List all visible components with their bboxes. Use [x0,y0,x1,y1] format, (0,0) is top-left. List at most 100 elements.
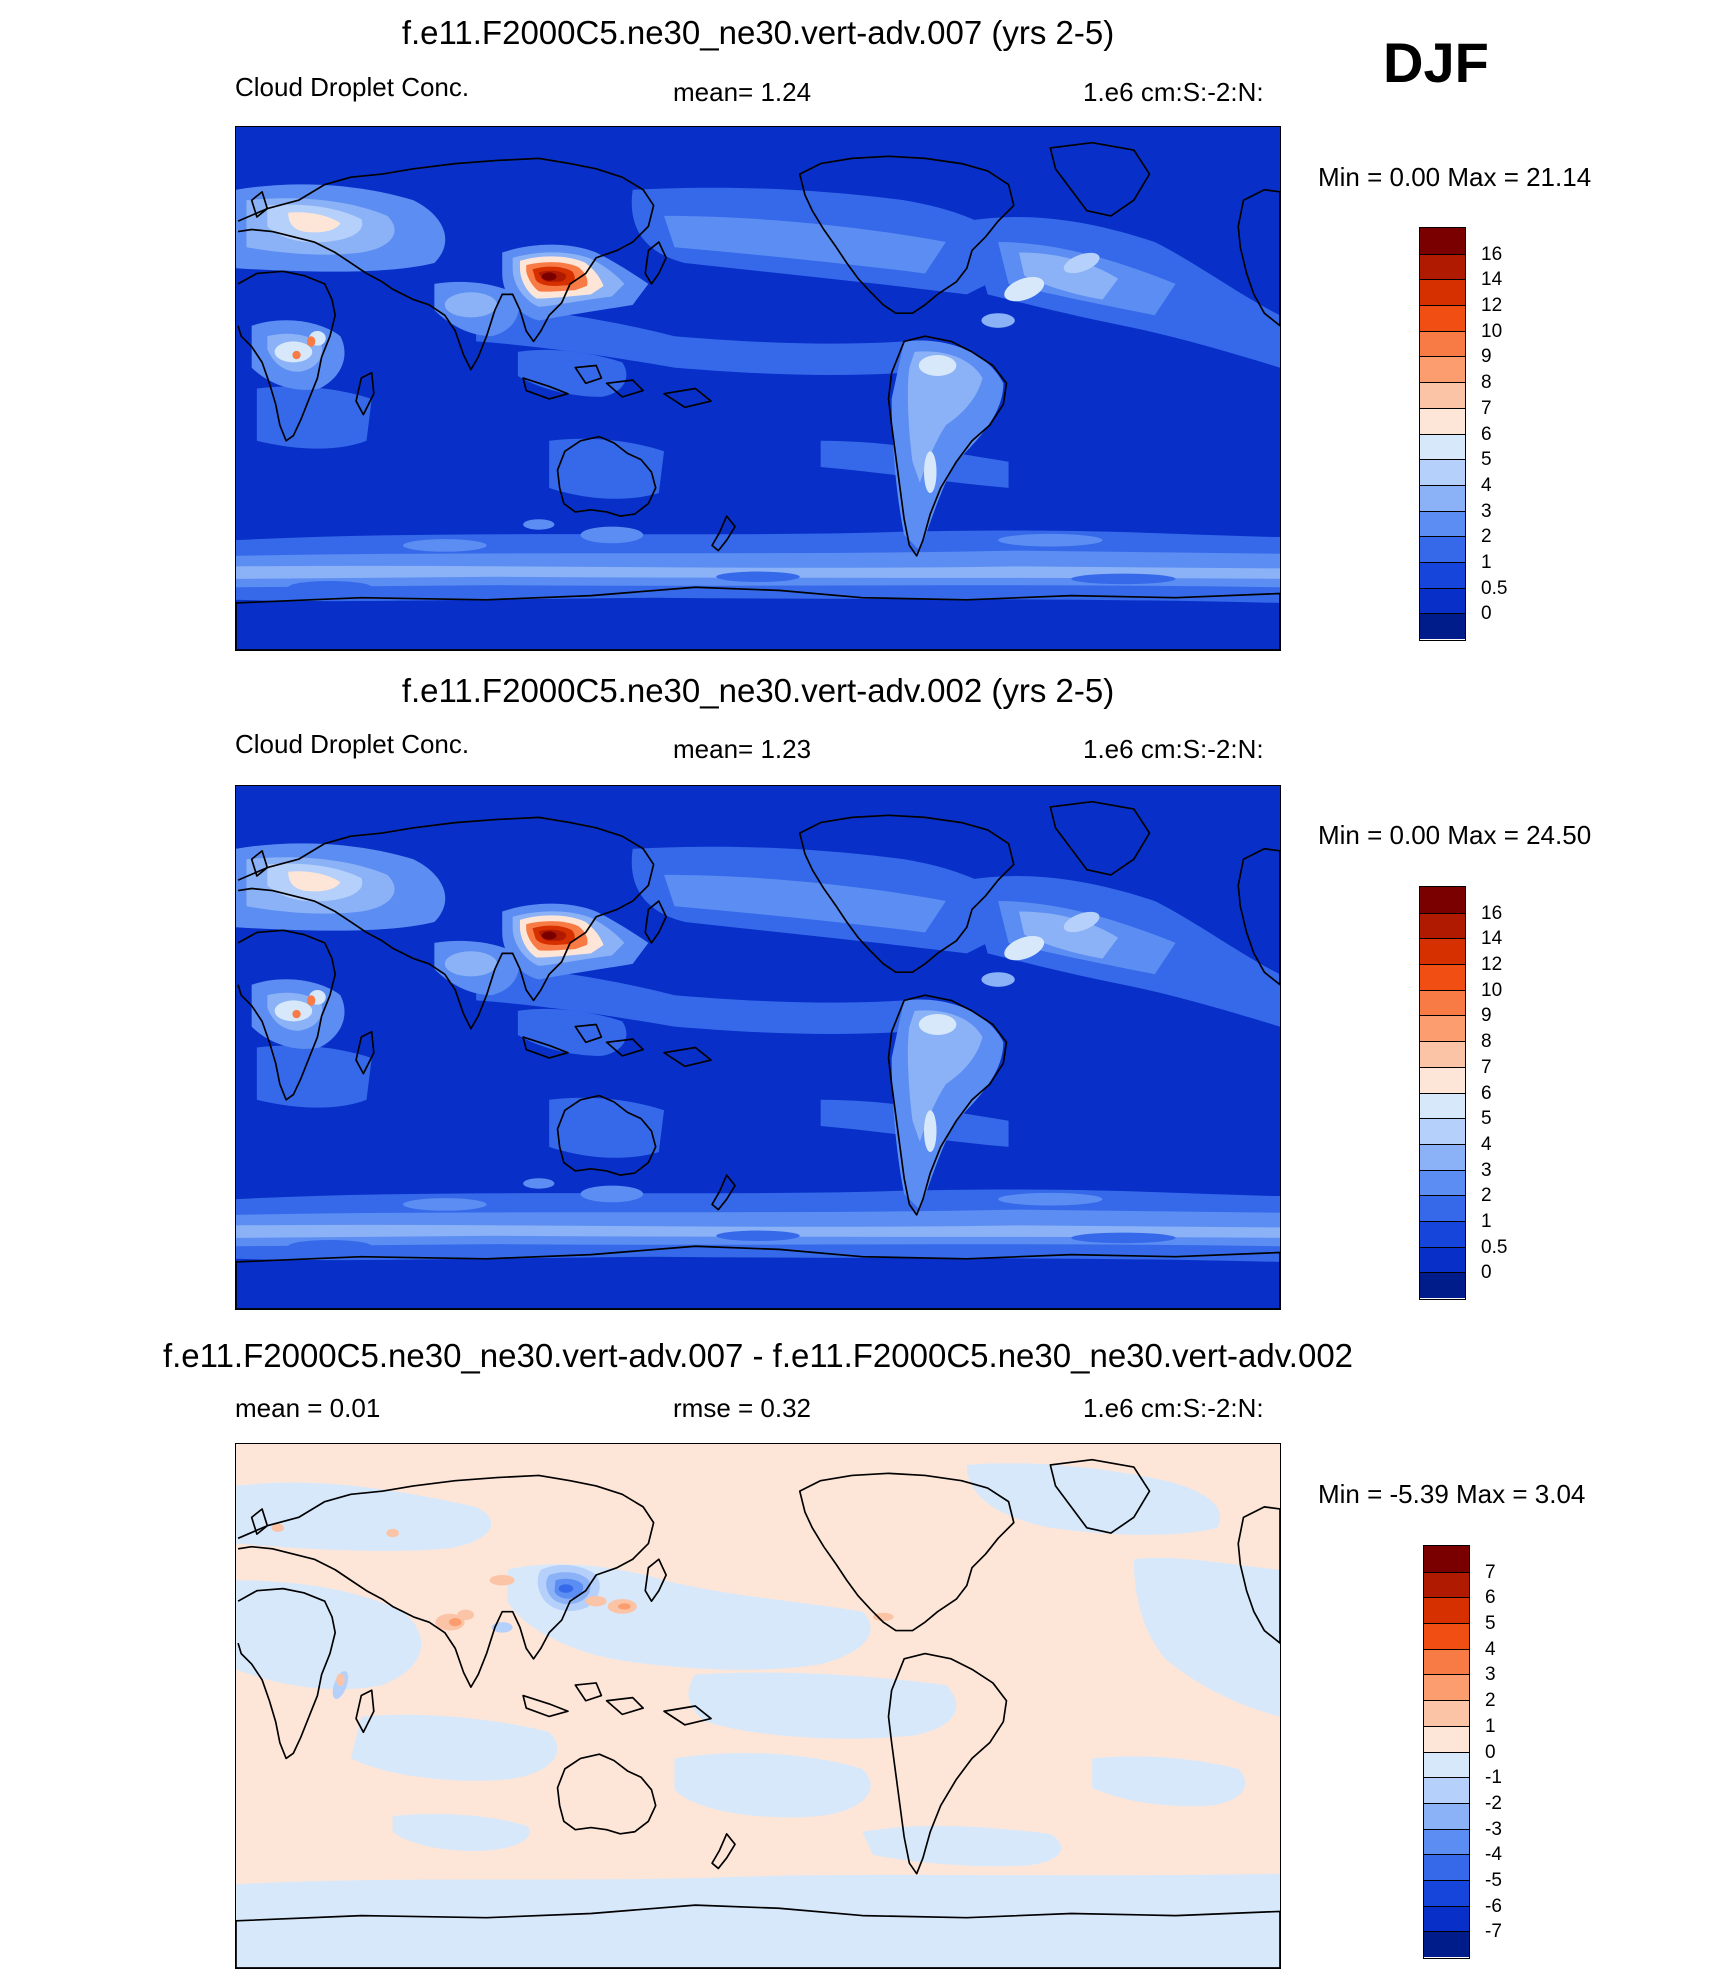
colorbar-swatch [1424,1905,1469,1932]
colorbar-tick-label: 3 [1481,500,1492,522]
colorbar-swatch [1424,1700,1469,1726]
colorbar-tick-label: 8 [1481,372,1492,394]
colorbar-swatch [1424,1777,1469,1803]
colorbar-tick-label: 10 [1481,979,1503,1001]
coastlines [236,800,1280,1309]
left-label: Cloud Droplet Conc. [235,729,470,759]
colorbar-tick-label: 7 [1485,1561,1496,1583]
colorbar [1419,886,1466,1300]
min-max-label: Min = -5.39 Max = 3.04 [1318,1479,1586,1509]
colorbar-tick-label: -4 [1485,1844,1502,1866]
colorbar-swatch [1420,228,1465,254]
colorbar-swatch [1424,1802,1469,1829]
colorbar-swatch [1420,407,1465,434]
colorbar-swatch [1420,1220,1465,1247]
panel-title: f.e11.F2000C5.ne30_ne30.vert-adv.007 - f… [162,1337,1354,1374]
mean-label: mean = 0.01 [235,1393,381,1423]
colorbar-tick-label: 6 [1485,1587,1496,1609]
colorbar [1419,227,1466,641]
colorbar-tick-label: 0 [1485,1741,1496,1763]
colorbar-swatch [1420,587,1465,614]
colorbar-swatch [1420,1195,1465,1221]
colorbar-swatch [1420,253,1465,280]
colorbar-tick-label: 1 [1485,1715,1496,1737]
colorbar-swatch [1420,1169,1465,1196]
map-plot [235,785,1281,1310]
colorbar-tick-label: 12 [1481,954,1503,976]
colorbar-tick-label: 5 [1481,1108,1492,1130]
map-canvas [236,786,1280,1309]
contour-fill [236,184,1280,603]
colorbar-tick-label: 0 [1481,1262,1492,1284]
colorbar-tick-label: 2 [1481,1185,1492,1207]
map-plot [235,126,1281,651]
colorbar-swatch [1420,938,1465,965]
colorbar-swatch [1420,536,1465,562]
colorbar [1423,1545,1470,1959]
colorbar-tick-label: -2 [1485,1792,1502,1814]
units-label: 1.e6 cm:S:-2:N: [1083,734,1264,764]
colorbar-tick-label: 5 [1485,1613,1496,1635]
colorbar-swatch [1420,356,1465,383]
colorbar-swatch [1420,964,1465,990]
colorbar-swatch [1420,433,1465,460]
units-label: 1.e6 cm:S:-2:N: [1083,77,1264,107]
colorbar-swatch [1420,1092,1465,1119]
colorbar-swatch [1424,1828,1469,1855]
colorbar-swatch [1420,1015,1465,1042]
colorbar-tick-label: 3 [1485,1664,1496,1686]
colorbar-tick-label: 6 [1481,423,1492,445]
colorbar-swatch [1420,279,1465,306]
colorbar-tick-label: 8 [1481,1031,1492,1053]
colorbar-tick-label: 6 [1481,1082,1492,1104]
colorbar-swatch [1420,989,1465,1016]
colorbar-swatch [1420,561,1465,588]
colorbar-tick-label: 5 [1481,449,1492,471]
colorbar-tick-label: 4 [1485,1638,1496,1660]
colorbar-swatch [1424,1674,1469,1701]
colorbar-tick-label: 1 [1481,551,1492,573]
coastlines [236,1458,1280,1968]
colorbar-tick-label: 4 [1481,474,1492,496]
colorbar-tick-label: -3 [1485,1818,1502,1840]
colorbar-tick-label: 9 [1481,1005,1492,1027]
colorbar-swatch [1420,484,1465,511]
colorbar-swatch [1424,1931,1469,1957]
units-label: 1.e6 cm:S:-2:N: [1083,1393,1264,1423]
colorbar-swatch [1424,1623,1469,1649]
colorbar-tick-label: 12 [1481,295,1503,317]
colorbar-swatch [1420,613,1465,639]
colorbar-swatch [1420,510,1465,537]
panel-title: f.e11.F2000C5.ne30_ne30.vert-adv.007 (yr… [401,14,1115,51]
map-canvas [236,1444,1280,1968]
colorbar-swatch [1424,1571,1469,1598]
colorbar-tick-label: 16 [1481,902,1503,924]
colorbar-tick-label: 7 [1481,1056,1492,1078]
colorbar-tick-label: 9 [1481,346,1492,368]
colorbar-swatch [1420,459,1465,485]
colorbar-tick-label: 14 [1481,928,1503,950]
contour-fill [236,1463,1280,1968]
mean-label: mean= 1.23 [673,734,812,764]
colorbar-swatch [1424,1879,1469,1906]
map-plot [235,1443,1281,1969]
colorbar-swatch [1420,1118,1465,1144]
colorbar-swatch [1424,1725,1469,1752]
colorbar-swatch [1424,1854,1469,1880]
colorbar-tick-label: 3 [1481,1159,1492,1181]
colorbar-tick-label: -5 [1485,1869,1502,1891]
colorbar-tick-label: 1 [1481,1210,1492,1232]
left-label: Cloud Droplet Conc. [235,72,470,102]
colorbar-swatch [1420,382,1465,408]
colorbar-tick-label: 10 [1481,320,1503,342]
colorbar-tick-label: 14 [1481,269,1503,291]
colorbar-swatch [1420,330,1465,357]
colorbar-swatch [1420,912,1465,939]
colorbar-swatch [1420,1143,1465,1170]
colorbar-swatch [1424,1597,1469,1624]
colorbar-tick-label: 2 [1481,526,1492,548]
colorbar-tick-label: 16 [1481,243,1503,265]
colorbar-swatch [1420,887,1465,913]
colorbar-swatch [1420,1066,1465,1093]
colorbar-tick-label: 4 [1481,1133,1492,1155]
